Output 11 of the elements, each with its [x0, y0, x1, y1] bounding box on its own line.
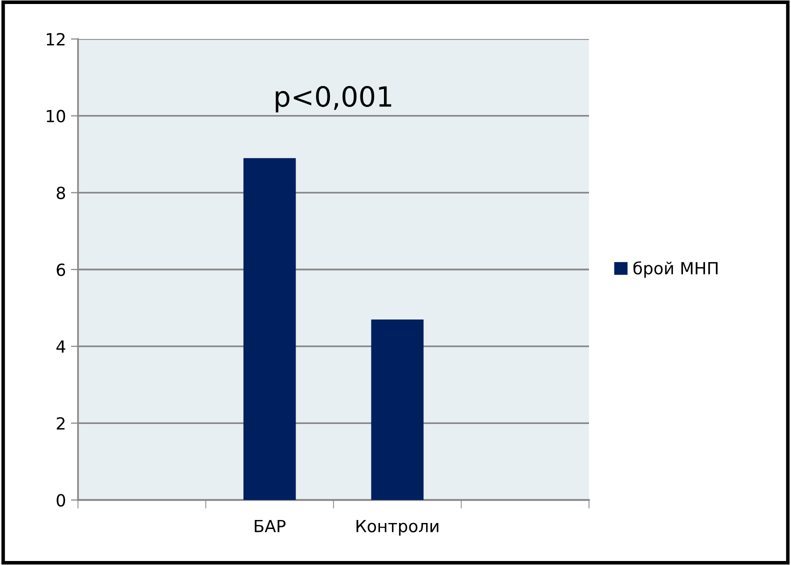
y-tick-label: 8 — [56, 186, 66, 200]
annotation: p<0,001 — [276, 86, 392, 112]
legend-label: брой МНП — [633, 261, 718, 278]
y-tick-label: 4 — [56, 340, 66, 353]
x-tick-label: Контроли — [356, 520, 438, 536]
y-tick-label: 12 — [46, 32, 65, 46]
y-tick-label: 10 — [46, 110, 66, 122]
y-tick-label: 2 — [56, 417, 65, 430]
y-tick-label: 6 — [56, 263, 66, 276]
x-tick-label: БАР — [254, 520, 286, 532]
y-tick-label: 0 — [56, 494, 66, 507]
